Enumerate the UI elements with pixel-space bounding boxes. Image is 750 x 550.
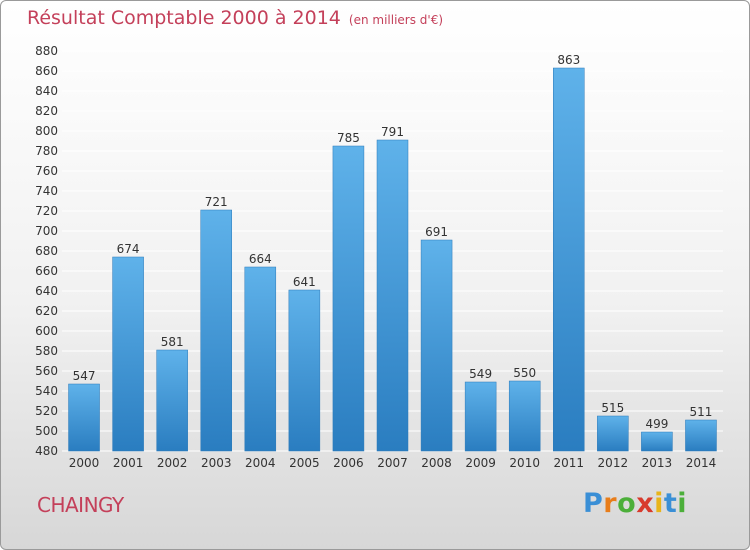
y-tick-label: 620 (35, 304, 58, 318)
bar-2014 (685, 419, 717, 452)
bar-2000 (68, 383, 100, 452)
x-tick-label-2003: 2003 (201, 456, 232, 470)
data-label-2000: 547 (73, 369, 96, 383)
y-tick-label: 880 (35, 44, 58, 58)
y-tick-label: 480 (35, 444, 58, 458)
bar-2011 (553, 67, 585, 452)
x-tick-label-2012: 2012 (598, 456, 629, 470)
y-tick-label: 820 (35, 104, 58, 118)
bar-2007 (376, 139, 409, 452)
x-tick-label-2004: 2004 (245, 456, 276, 470)
x-tick-label-2000: 2000 (69, 456, 100, 470)
chart-subtitle: (en milliers d'€) (348, 13, 444, 27)
bar-2005 (288, 289, 321, 452)
x-tick-label-2008: 2008 (421, 456, 452, 470)
x-tick-label-2010: 2010 (509, 456, 540, 470)
x-tick-label-2014: 2014 (686, 456, 717, 470)
y-tick-label: 740 (35, 184, 58, 198)
chart-title: Résultat Comptable 2000 à 2014 (en millie… (27, 7, 443, 29)
bar-2001 (112, 256, 144, 452)
x-tick-label-2005: 2005 (289, 456, 320, 470)
x-axis-ticks: 2000 2001 2002 2003 2004 2005 2006 2007 2008 2009… (69, 456, 716, 470)
y-tick-label: 520 (35, 404, 58, 418)
y-axis-ticks: 480 500 520 540 560 580 600 620 640 660 680 700 720 7… (35, 44, 58, 458)
data-label-2010: 550 (513, 366, 536, 380)
x-tick-label-2001: 2001 (113, 456, 144, 470)
bar-2006 (332, 145, 365, 452)
bar-2012 (597, 415, 629, 452)
y-tick-label: 580 (35, 344, 58, 358)
data-label-2002: 581 (161, 335, 184, 349)
y-tick-label: 640 (35, 284, 58, 298)
y-tick-label: 860 (35, 64, 58, 78)
y-tick-label: 500 (35, 424, 58, 438)
bar-2002 (156, 349, 188, 452)
y-tick-label: 660 (35, 264, 58, 278)
bar-2008 (420, 239, 453, 452)
bar-2010 (508, 380, 541, 452)
y-tick-label: 840 (35, 84, 58, 98)
y-tick-label: 680 (35, 244, 58, 258)
data-label-2004: 664 (249, 252, 272, 266)
x-tick-label-2013: 2013 (642, 456, 673, 470)
commune-name: CHAINGY (37, 493, 124, 517)
bar-2004 (244, 266, 277, 452)
y-tick-label: 720 (35, 204, 58, 218)
data-label-2007: 791 (381, 125, 404, 139)
x-tick-label-2002: 2002 (157, 456, 188, 470)
data-label-2006: 785 (337, 131, 360, 145)
y-tick-label: 600 (35, 324, 58, 338)
y-tick-label: 700 (35, 224, 58, 238)
data-label-2012: 515 (601, 401, 624, 415)
proxiti-logo: Proxiti (583, 488, 688, 519)
y-tick-label: 760 (35, 164, 58, 178)
data-label-2013: 499 (645, 417, 668, 431)
x-tick-label-2009: 2009 (465, 456, 496, 470)
data-labels: 547 674 581 721 664 641 785 791 691 549 550 863 515 4… (73, 53, 713, 431)
bar-2009 (464, 381, 497, 452)
bar-2003 (200, 209, 232, 452)
x-tick-label-2006: 2006 (333, 456, 364, 470)
x-tick-label-2007: 2007 (377, 456, 408, 470)
data-label-2008: 691 (425, 225, 448, 239)
x-tick-label-2011: 2011 (553, 456, 584, 470)
chart-title-text: Résultat Comptable 2000 à 2014 (27, 7, 341, 29)
y-tick-label: 560 (35, 364, 58, 378)
bar-2013 (641, 431, 673, 452)
y-tick-label: 800 (35, 124, 58, 138)
y-tick-label: 540 (35, 384, 58, 398)
y-tick-label: 780 (35, 144, 58, 158)
data-label-2003: 721 (205, 195, 228, 209)
data-label-2011: 863 (557, 53, 580, 67)
data-label-2001: 674 (117, 242, 140, 256)
data-label-2014: 511 (690, 405, 713, 419)
data-label-2009: 549 (469, 367, 492, 381)
data-label-2005: 641 (293, 275, 316, 289)
bars (68, 67, 717, 452)
